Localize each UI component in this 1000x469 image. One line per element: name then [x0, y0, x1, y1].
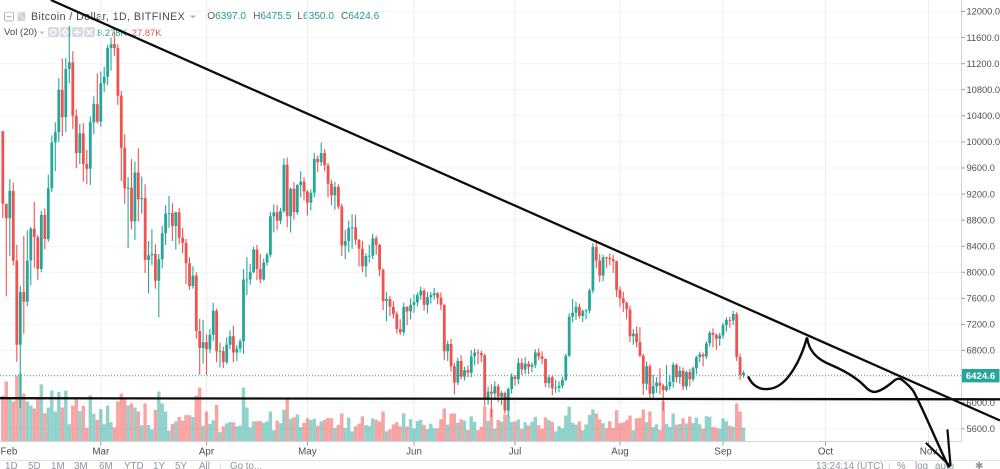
svg-text:Feb: Feb [1, 447, 18, 458]
svg-text:Jul: Jul [509, 447, 522, 458]
svg-text:12000.0: 12000.0 [967, 7, 1000, 17]
svg-text:8000.0: 8000.0 [967, 268, 995, 278]
svg-text:6800.0: 6800.0 [967, 346, 995, 356]
svg-text:8800.0: 8800.0 [967, 215, 995, 225]
svg-text:11200.0: 11200.0 [967, 59, 1000, 69]
svg-text:Mar: Mar [92, 447, 110, 458]
svg-text:Oct: Oct [818, 447, 834, 458]
svg-text:10400.0: 10400.0 [967, 111, 1000, 121]
svg-text:6000.0: 6000.0 [967, 398, 995, 408]
svg-text:Apr: Apr [199, 447, 215, 458]
svg-text:9200.0: 9200.0 [967, 189, 995, 199]
svg-text:Nov: Nov [920, 447, 938, 458]
svg-text:9600.0: 9600.0 [967, 163, 995, 173]
svg-text:11600.0: 11600.0 [967, 33, 1000, 43]
svg-text:8400.0: 8400.0 [967, 241, 995, 251]
svg-text:May: May [298, 447, 317, 458]
svg-text:6424.6: 6424.6 [966, 371, 995, 382]
svg-text:7600.0: 7600.0 [967, 294, 995, 304]
svg-text:Aug: Aug [611, 447, 628, 458]
svg-text:Sep: Sep [714, 447, 732, 458]
svg-text:Jun: Jun [406, 447, 422, 458]
svg-text:5600.0: 5600.0 [967, 424, 995, 434]
svg-text:10000.0: 10000.0 [967, 137, 1000, 147]
svg-text:7200.0: 7200.0 [967, 320, 995, 330]
svg-text:10800.0: 10800.0 [967, 85, 1000, 95]
